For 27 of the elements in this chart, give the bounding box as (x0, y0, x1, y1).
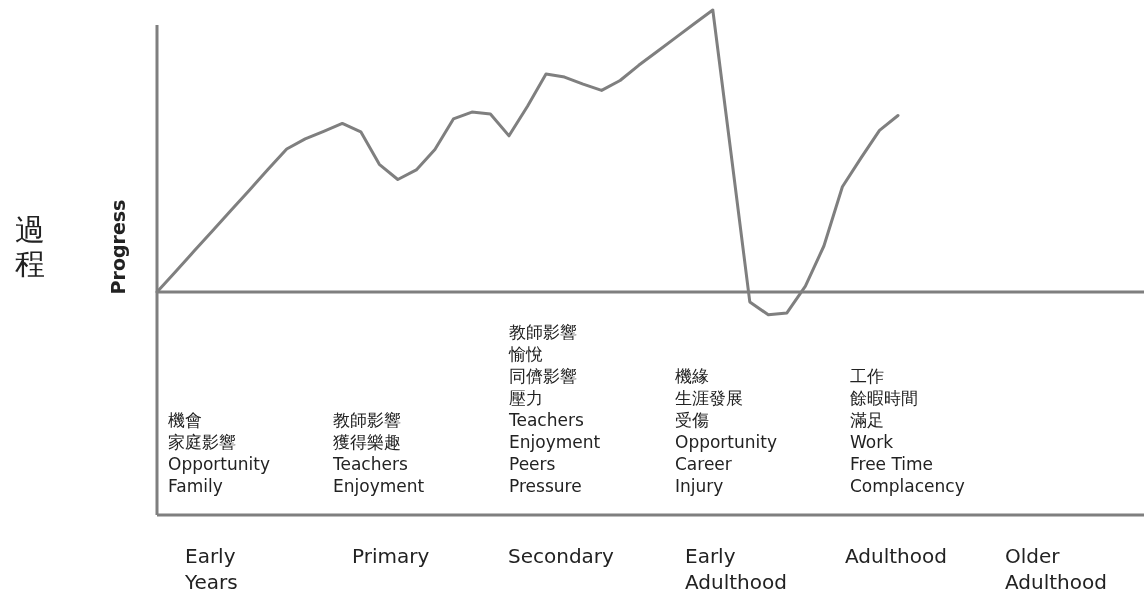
text: Early Years (184, 544, 238, 594)
text: 受傷 (675, 410, 709, 430)
text: Teachers Enjoyment Peers Pressure (508, 410, 601, 496)
text: Teachers Enjoyment (332, 454, 425, 496)
text: 教師影響 (509, 322, 577, 342)
text: Opportunity Career Injury (675, 432, 778, 496)
text: 工作 (850, 366, 884, 386)
y-axis-title: Progress (107, 199, 129, 295)
text: 獲得樂趣 (333, 432, 401, 452)
text: 過程 (15, 212, 45, 281)
text: 機會 (168, 410, 202, 430)
text: Early Adulthood (685, 544, 787, 594)
text: Work Free Time Complacency (850, 432, 965, 496)
text: 教師影響 (333, 410, 401, 430)
text: 生涯發展 (675, 388, 743, 408)
text: Secondary (508, 544, 615, 568)
text: Older Adulthood (1005, 544, 1107, 594)
text: 家庭影響 (168, 432, 236, 452)
text: Primary (352, 544, 430, 568)
text: 餘暇時間 (850, 388, 918, 408)
text: Opportunity Family (168, 454, 271, 496)
text: Adulthood (845, 544, 947, 568)
text: 愉悅 (508, 344, 543, 364)
text: 滿足 (850, 410, 884, 430)
text: 壓力 (509, 388, 543, 408)
text: 同儕影響 (509, 366, 577, 386)
text: 機緣 (675, 366, 709, 386)
